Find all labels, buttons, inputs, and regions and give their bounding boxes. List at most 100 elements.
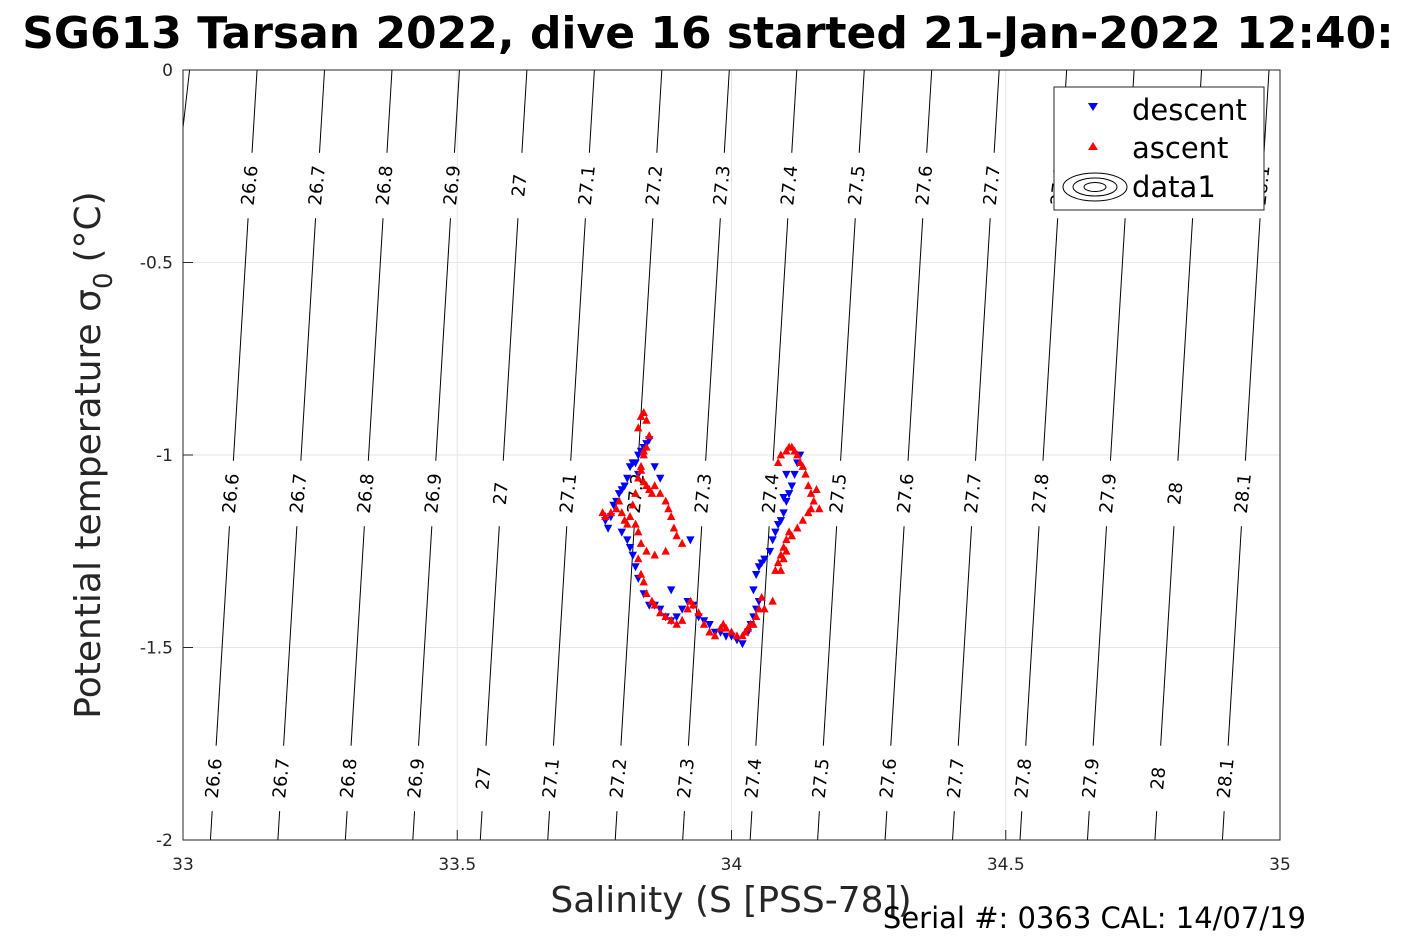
- ascent-point-32: [672, 531, 681, 540]
- ascent-point-57: [710, 631, 720, 640]
- ascent-point-3: [612, 504, 621, 513]
- isopycnal-line-26.9-seg-3: [412, 811, 416, 841]
- ascent-point-16: [639, 408, 648, 417]
- descent-point-59: [784, 490, 794, 499]
- isopycnal-label-27.5-2: 27.5: [809, 757, 834, 799]
- isopycnal-line-27-seg-2: [485, 526, 500, 746]
- isopycnal-line-27.7-seg-1: [975, 218, 991, 461]
- isopycnal-line-26.6-seg-1: [232, 218, 249, 461]
- ascent-point-39: [631, 519, 640, 528]
- isopycnal-label-27.3-0: 27.3: [710, 164, 735, 206]
- ascent-point-94: [782, 446, 791, 455]
- isopycnal-line-27.3-seg-2: [687, 526, 703, 746]
- y-tick-label-3: -1.5: [140, 639, 173, 659]
- y-tick-label-0: 0: [162, 61, 173, 81]
- descent-point-61: [790, 470, 799, 479]
- isopycnal-line-26.7-seg-2: [283, 526, 298, 746]
- descent-point-29: [672, 613, 681, 622]
- isopycnal-label-28-1: 28: [1164, 481, 1187, 506]
- descent-point-30: [677, 605, 687, 614]
- isopycnal-line-27.2-seg-0: [656, 69, 663, 153]
- descent-point-11: [631, 459, 640, 468]
- isopycnal-label-27.1-0: 27.1: [575, 164, 600, 206]
- ascent-point-45: [650, 600, 659, 609]
- isopycnal-label-27.9-1: 27.9: [1096, 472, 1121, 514]
- isopycnal-line-26.7-seg-0: [319, 69, 326, 153]
- isopycnal-line-28-seg-3: [1154, 811, 1158, 841]
- descent-point-21: [631, 563, 640, 572]
- ascent-point-29: [664, 504, 673, 513]
- ascent-point-8: [625, 511, 635, 520]
- isopycnal-label-26.8-0: 26.8: [372, 164, 397, 206]
- ascent-point-69: [754, 604, 764, 613]
- isopycnal-line-27.8-seg-2: [1025, 526, 1040, 746]
- y-axis-label-main: Potential temperature σ: [68, 289, 109, 719]
- isopycnal-label-27-1: 27: [490, 481, 513, 506]
- ascent-point-62: [732, 631, 742, 640]
- isopycnal-line-26.8-seg-1: [367, 218, 384, 461]
- isopycnal-line-26.6-seg-2: [215, 526, 230, 746]
- ascent-point-19: [642, 442, 651, 451]
- ascent-point-86: [804, 481, 813, 490]
- ascent-point-36: [642, 546, 651, 555]
- isopycnal-line-27.6-seg-1: [907, 218, 924, 461]
- isopycnal-line-26.9-seg-2: [418, 526, 433, 746]
- descent-point-56: [776, 517, 786, 526]
- descent-point-8: [623, 474, 632, 483]
- ascent-point-31: [669, 523, 679, 532]
- isopycnal-line-27.6-seg-0: [926, 69, 933, 153]
- isopycnal-line-27-seg-3: [479, 811, 483, 841]
- ascent-point-25: [647, 488, 657, 497]
- descent-point-60: [787, 482, 797, 491]
- descent-point-17: [617, 528, 626, 537]
- ascent-point-60: [721, 623, 731, 632]
- ascent-point-99: [776, 565, 786, 574]
- descent-point-70: [779, 493, 788, 502]
- isopycnal-line-28.1-seg-2: [1227, 526, 1242, 746]
- isopycnal-label-28-2: 28: [1147, 766, 1170, 791]
- isopycnal-line-26.6-seg-3: [209, 811, 213, 841]
- isopycnal-line-27.6-seg-2: [890, 526, 905, 746]
- ascent-point-70: [757, 592, 766, 601]
- isopycnal-label-27.5-0: 27.5: [845, 164, 870, 206]
- isopycnal-line-27.1-seg-3: [547, 811, 550, 841]
- ascent-point-17: [642, 415, 651, 424]
- isopycnal-label-27.4-2: 27.4: [741, 757, 766, 799]
- ascent-point-53: [688, 600, 698, 609]
- ascent-point-2: [606, 508, 616, 517]
- isopycnal-line-27.4-seg-0: [791, 69, 798, 153]
- isopycnal-label-27.7-1: 27.7: [961, 472, 986, 514]
- legend-contour-icon: [1062, 172, 1128, 202]
- ascent-point-43: [642, 588, 651, 597]
- ascent-point-72: [768, 596, 777, 605]
- ascent-point-101: [812, 485, 821, 494]
- isopycnal-line-27.1-seg-0: [588, 69, 595, 153]
- isopycnal-line-27.9-seg-3: [1086, 811, 1090, 841]
- ascent-point-95: [776, 450, 786, 459]
- isopycnal-line-26.6-seg-0: [251, 69, 258, 153]
- x-tick-label-3: 34.5: [987, 855, 1025, 875]
- legend-ascent-marker: [1088, 142, 1098, 150]
- isopycnal-line-27.5-seg-3: [817, 811, 820, 841]
- isopycnal-label-28.1-1: 28.1: [1231, 472, 1256, 514]
- isopycnal-label-27-2: 27: [472, 766, 495, 791]
- descent-point-69: [782, 470, 791, 479]
- ascent-point-27: [655, 488, 665, 497]
- isopycnal-line-26.7-seg-1: [300, 218, 317, 461]
- ascent-point-55: [699, 619, 709, 628]
- ascent-point-81: [798, 515, 808, 524]
- isopycnal-label-27.2-2: 27.2: [606, 757, 631, 799]
- isopycnal-label-26.8-1: 26.8: [354, 472, 379, 514]
- ascent-point-89: [795, 458, 805, 467]
- grid: [183, 70, 1280, 840]
- descent-point-1: [603, 524, 613, 533]
- ascent-point-30: [666, 511, 676, 520]
- isopycnal-label-27.4-1: 27.4: [759, 472, 784, 514]
- isopycnal-line-28-seg-1: [1177, 218, 1194, 461]
- isopycnal-line-26.9-seg-1: [435, 218, 451, 461]
- descent-point-57: [779, 509, 788, 518]
- isopycnal-line-27-seg-1: [502, 218, 519, 461]
- footer-serial-cal: Serial #: 0363 CAL: 14/07/19: [883, 901, 1306, 935]
- ascent-point-34: [661, 546, 670, 555]
